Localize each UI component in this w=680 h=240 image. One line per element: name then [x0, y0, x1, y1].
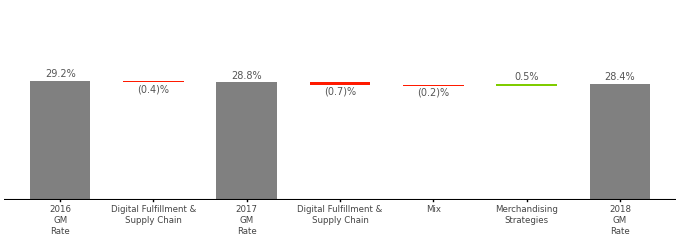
Bar [30, 81, 90, 200]
Text: (0.7)%: (0.7)% [324, 87, 356, 97]
Text: 28.8%: 28.8% [231, 71, 262, 81]
Text: 0.5%: 0.5% [514, 72, 539, 82]
Bar [496, 84, 557, 86]
Bar [403, 85, 464, 86]
Bar [216, 82, 277, 200]
Text: (0.2)%: (0.2)% [418, 88, 449, 98]
Text: (0.4)%: (0.4)% [137, 84, 169, 94]
Text: 28.4%: 28.4% [605, 72, 635, 82]
Bar [309, 82, 371, 85]
Text: 29.2%: 29.2% [45, 69, 75, 79]
Bar [123, 81, 184, 82]
Bar [590, 84, 650, 200]
